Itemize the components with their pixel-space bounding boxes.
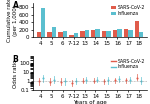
Y-axis label: Cumulative rate
(per 1,000): Cumulative rate (per 1,000)	[7, 0, 18, 43]
Bar	[91, 30, 96, 37]
Legend: SARS-CoV-2, Influenza: SARS-CoV-2, Influenza	[111, 59, 145, 69]
Bar	[102, 31, 106, 37]
Bar	[106, 31, 111, 37]
Bar	[139, 32, 144, 37]
X-axis label: Years of age: Years of age	[73, 100, 107, 104]
Legend: SARS-CoV-2, Influenza: SARS-CoV-2, Influenza	[111, 5, 145, 16]
Bar	[58, 32, 63, 37]
Bar	[124, 29, 128, 37]
Text: B: B	[12, 54, 18, 64]
Y-axis label: Odds ratio: Odds ratio	[13, 59, 18, 88]
Bar	[47, 32, 52, 37]
Bar	[113, 30, 117, 37]
Bar	[80, 31, 84, 37]
Bar	[96, 29, 100, 37]
Bar	[63, 31, 67, 37]
Bar	[117, 29, 122, 37]
Text: A: A	[12, 1, 18, 10]
Bar	[128, 30, 133, 37]
Bar	[69, 35, 74, 37]
Bar	[84, 30, 89, 37]
Bar	[74, 33, 78, 37]
Bar	[135, 21, 139, 37]
Bar	[41, 8, 45, 37]
Bar	[52, 27, 56, 37]
Bar	[36, 32, 41, 37]
